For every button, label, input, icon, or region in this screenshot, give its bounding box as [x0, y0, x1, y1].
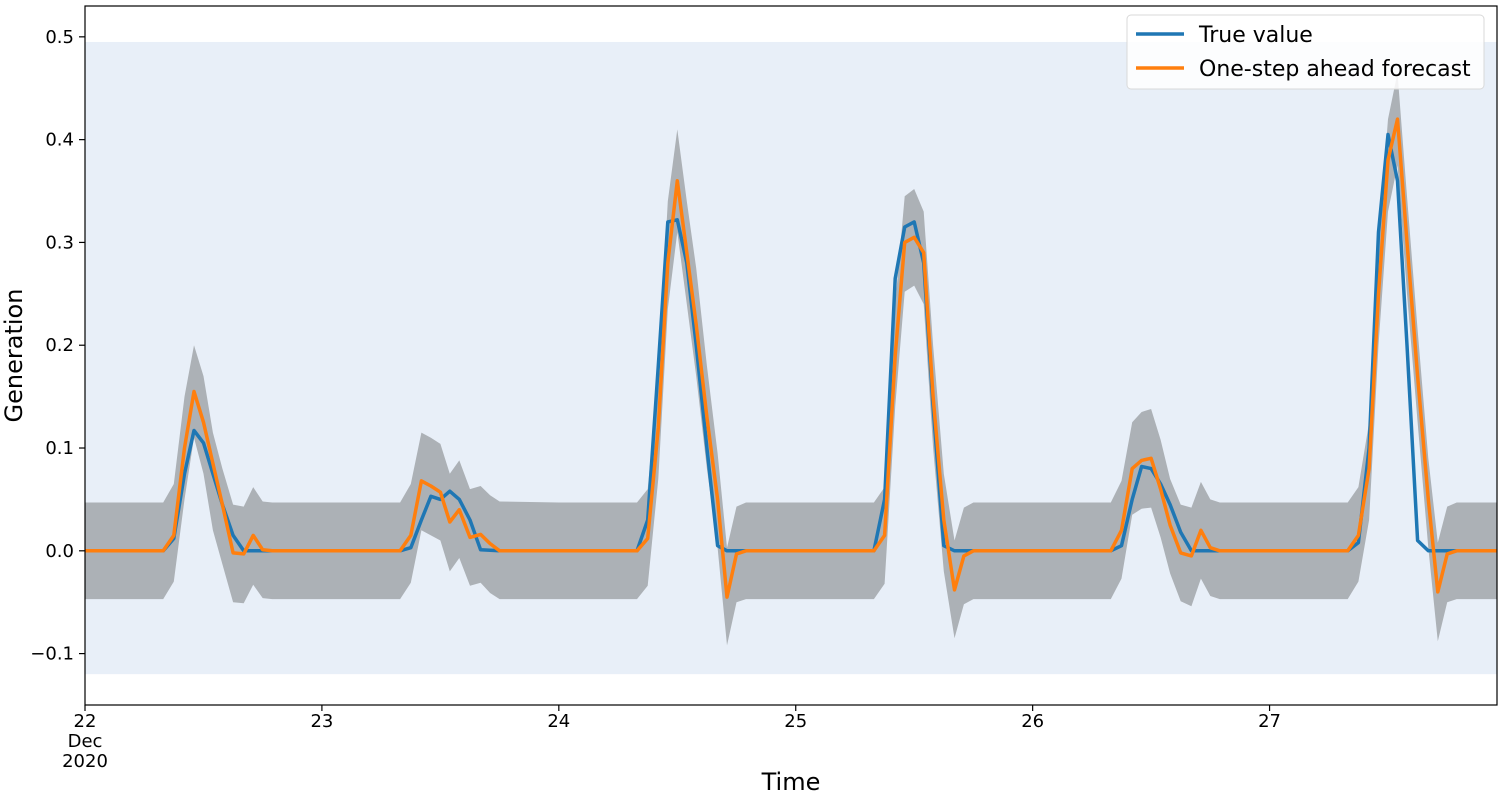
- legend-label-true-value: True value: [1198, 23, 1313, 48]
- x-tick-label-day: 27: [1258, 711, 1281, 732]
- legend: True value One-step ahead forecast: [1126, 14, 1485, 90]
- series-line-forecast: [85, 117, 1497, 599]
- axes-frame: [84, 5, 1498, 706]
- confidence-band: [85, 72, 1497, 646]
- x-tick-label-day: 22: [74, 711, 97, 732]
- x-axis-title: Time: [761, 768, 821, 795]
- legend-label-forecast: One-step ahead forecast: [1199, 57, 1471, 82]
- y-tick-label: 0.5: [45, 27, 74, 48]
- y-tick-label: 0.1: [45, 438, 74, 459]
- legend-box: [1126, 14, 1485, 90]
- x-tick-label-day: 25: [784, 711, 807, 732]
- x-tick-label-day: 24: [547, 711, 570, 732]
- x-tick-label-day: 23: [310, 711, 333, 732]
- x-tick-label-day: 26: [1021, 711, 1044, 732]
- y-axis-title: Generation: [0, 289, 28, 423]
- y-tick-label: 0.4: [45, 130, 74, 151]
- y-tick-label: 0.0: [45, 541, 74, 562]
- plot-area: [85, 41, 1497, 675]
- x-tick-label-month: Dec: [68, 731, 103, 752]
- y-tick-label: 0.3: [45, 232, 74, 253]
- x-tick-label-year: 2020: [62, 751, 108, 772]
- y-tick-label: 0.2: [45, 335, 74, 356]
- y-tick-label: −0.1: [30, 644, 74, 665]
- y-axis-ticks: −0.1 0.0 0.1 0.2 0.3 0.4 0.5: [30, 27, 85, 665]
